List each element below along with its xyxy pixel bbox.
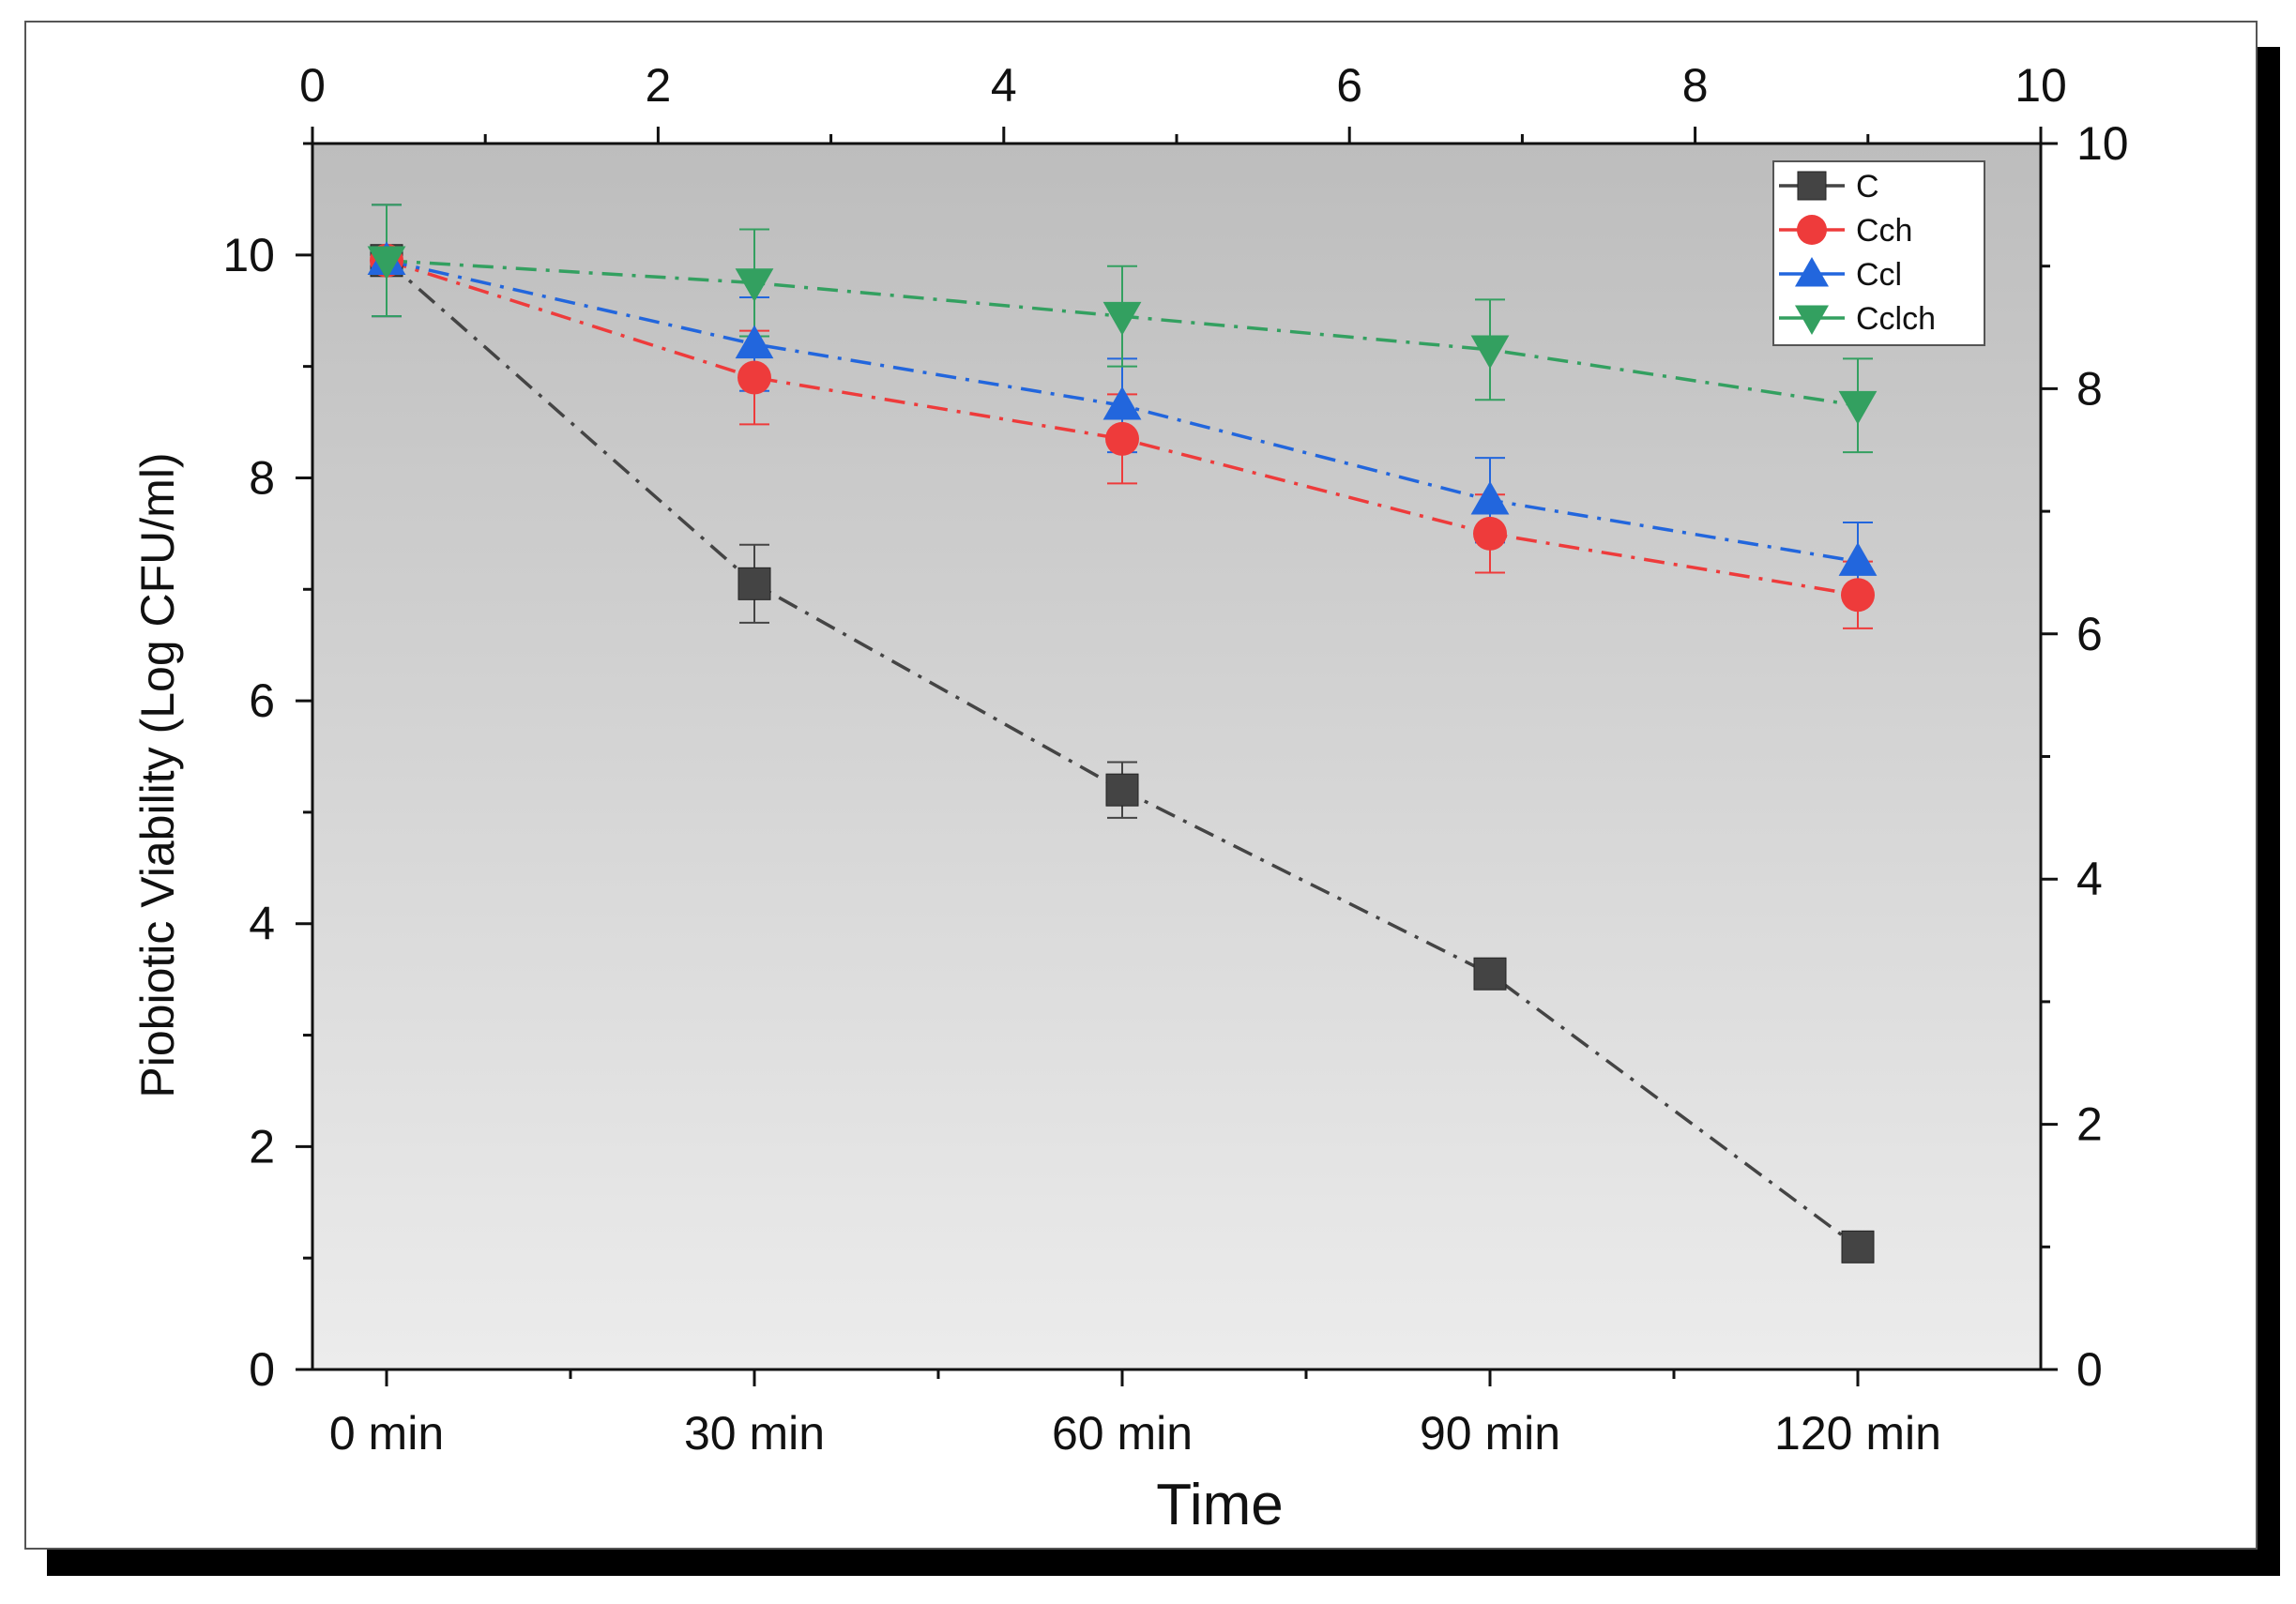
point-c-4 <box>1841 1230 1875 1264</box>
point-cclch-2 <box>1102 301 1142 336</box>
axes-layer: 0 2 4 6 8 10 0 2 4 6 8 10 0 2 4 6 8 10 0 min 30 min 60 min 90… <box>222 59 2128 1460</box>
point-ccl-4 <box>1838 542 1878 576</box>
x-tick-label-2: 60 min <box>1052 1407 1193 1460</box>
top-tick-label-4: 4 <box>991 59 1017 112</box>
point-c-2 <box>1105 773 1139 807</box>
y-tick-label-10: 10 <box>222 229 275 281</box>
legend: C Cch Ccl Cclch <box>1772 160 1985 346</box>
y-tick-label-4: 4 <box>249 898 275 950</box>
top-tick-label-2: 2 <box>645 59 671 112</box>
right-tick-label-6: 6 <box>2076 608 2103 660</box>
right-tick-label-8: 8 <box>2076 362 2103 415</box>
legend-label-cclch: Cclch <box>1856 301 1936 337</box>
point-c-1 <box>737 567 771 600</box>
point-cclch-3 <box>1470 335 1510 370</box>
x-axis-title: Time <box>1156 1473 1283 1537</box>
point-cch-3 <box>1473 516 1507 551</box>
y-axis-title: Piobiotic Viability (Log CFU/ml) <box>131 452 184 1097</box>
right-tick-label-10: 10 <box>2076 117 2129 170</box>
point-cclch-1 <box>735 268 774 302</box>
series-line-cch <box>386 259 1859 597</box>
point-cch-1 <box>737 360 771 395</box>
legend-label-c: C <box>1856 169 1879 204</box>
right-tick-label-4: 4 <box>2076 853 2103 905</box>
y-tick-label-8: 8 <box>249 451 275 504</box>
y-tick-label-0: 0 <box>249 1343 275 1396</box>
point-ccl-3 <box>1470 480 1510 515</box>
right-tick-label-0: 0 <box>2076 1343 2103 1396</box>
legend-marker-ccl <box>1795 257 1829 287</box>
x-tick-label-1: 30 min <box>684 1407 825 1460</box>
point-cclch-4 <box>1838 390 1878 425</box>
point-c-3 <box>1473 957 1507 991</box>
top-tick-label-6: 6 <box>1336 59 1362 112</box>
plot-area <box>312 144 2041 1369</box>
y-tick-label-2: 2 <box>249 1120 275 1173</box>
top-tick-label-0: 0 <box>299 59 326 112</box>
point-ccl-1 <box>735 325 774 359</box>
x-tick-label-4: 120 min <box>1774 1407 1941 1460</box>
legend-marker-c <box>1797 171 1827 201</box>
point-cch-2 <box>1105 421 1139 456</box>
point-cch-4 <box>1841 578 1875 613</box>
legend-label-ccl: Ccl <box>1856 257 1902 293</box>
y-tick-label-6: 6 <box>249 674 275 727</box>
legend-marker-cch <box>1797 215 1827 245</box>
legend-marker-cclch <box>1795 305 1829 335</box>
right-tick-label-2: 2 <box>2076 1098 2103 1151</box>
legend-label-cch: Cch <box>1856 213 1912 249</box>
x-tick-label-3: 90 min <box>1420 1407 1560 1460</box>
point-ccl-2 <box>1102 386 1142 420</box>
top-tick-label-10: 10 <box>2015 59 2067 112</box>
point-cclch-0 <box>367 246 406 280</box>
top-tick-label-8: 8 <box>1682 59 1709 112</box>
x-tick-label-0: 0 min <box>329 1407 444 1460</box>
markers-layer <box>367 241 1878 1264</box>
